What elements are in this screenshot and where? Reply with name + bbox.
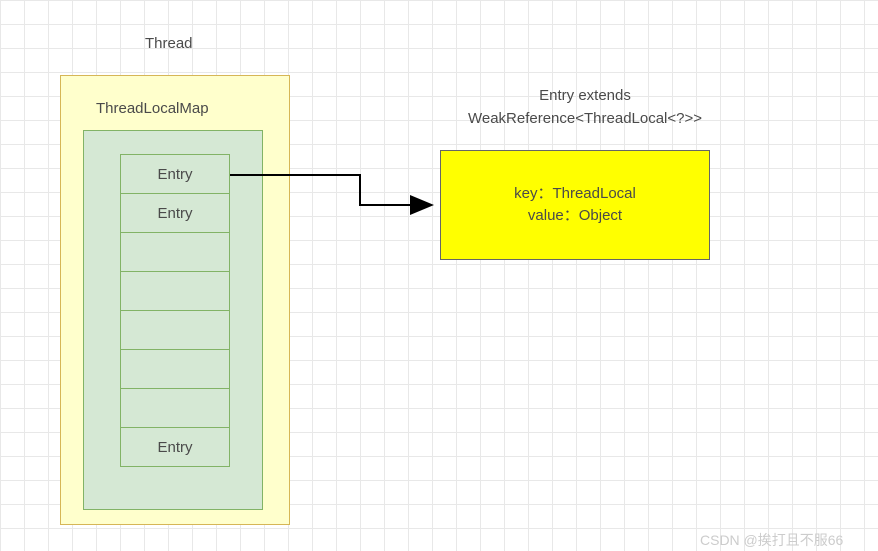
arrow-path [230, 175, 430, 205]
arrow-entry-to-detail [0, 0, 878, 551]
